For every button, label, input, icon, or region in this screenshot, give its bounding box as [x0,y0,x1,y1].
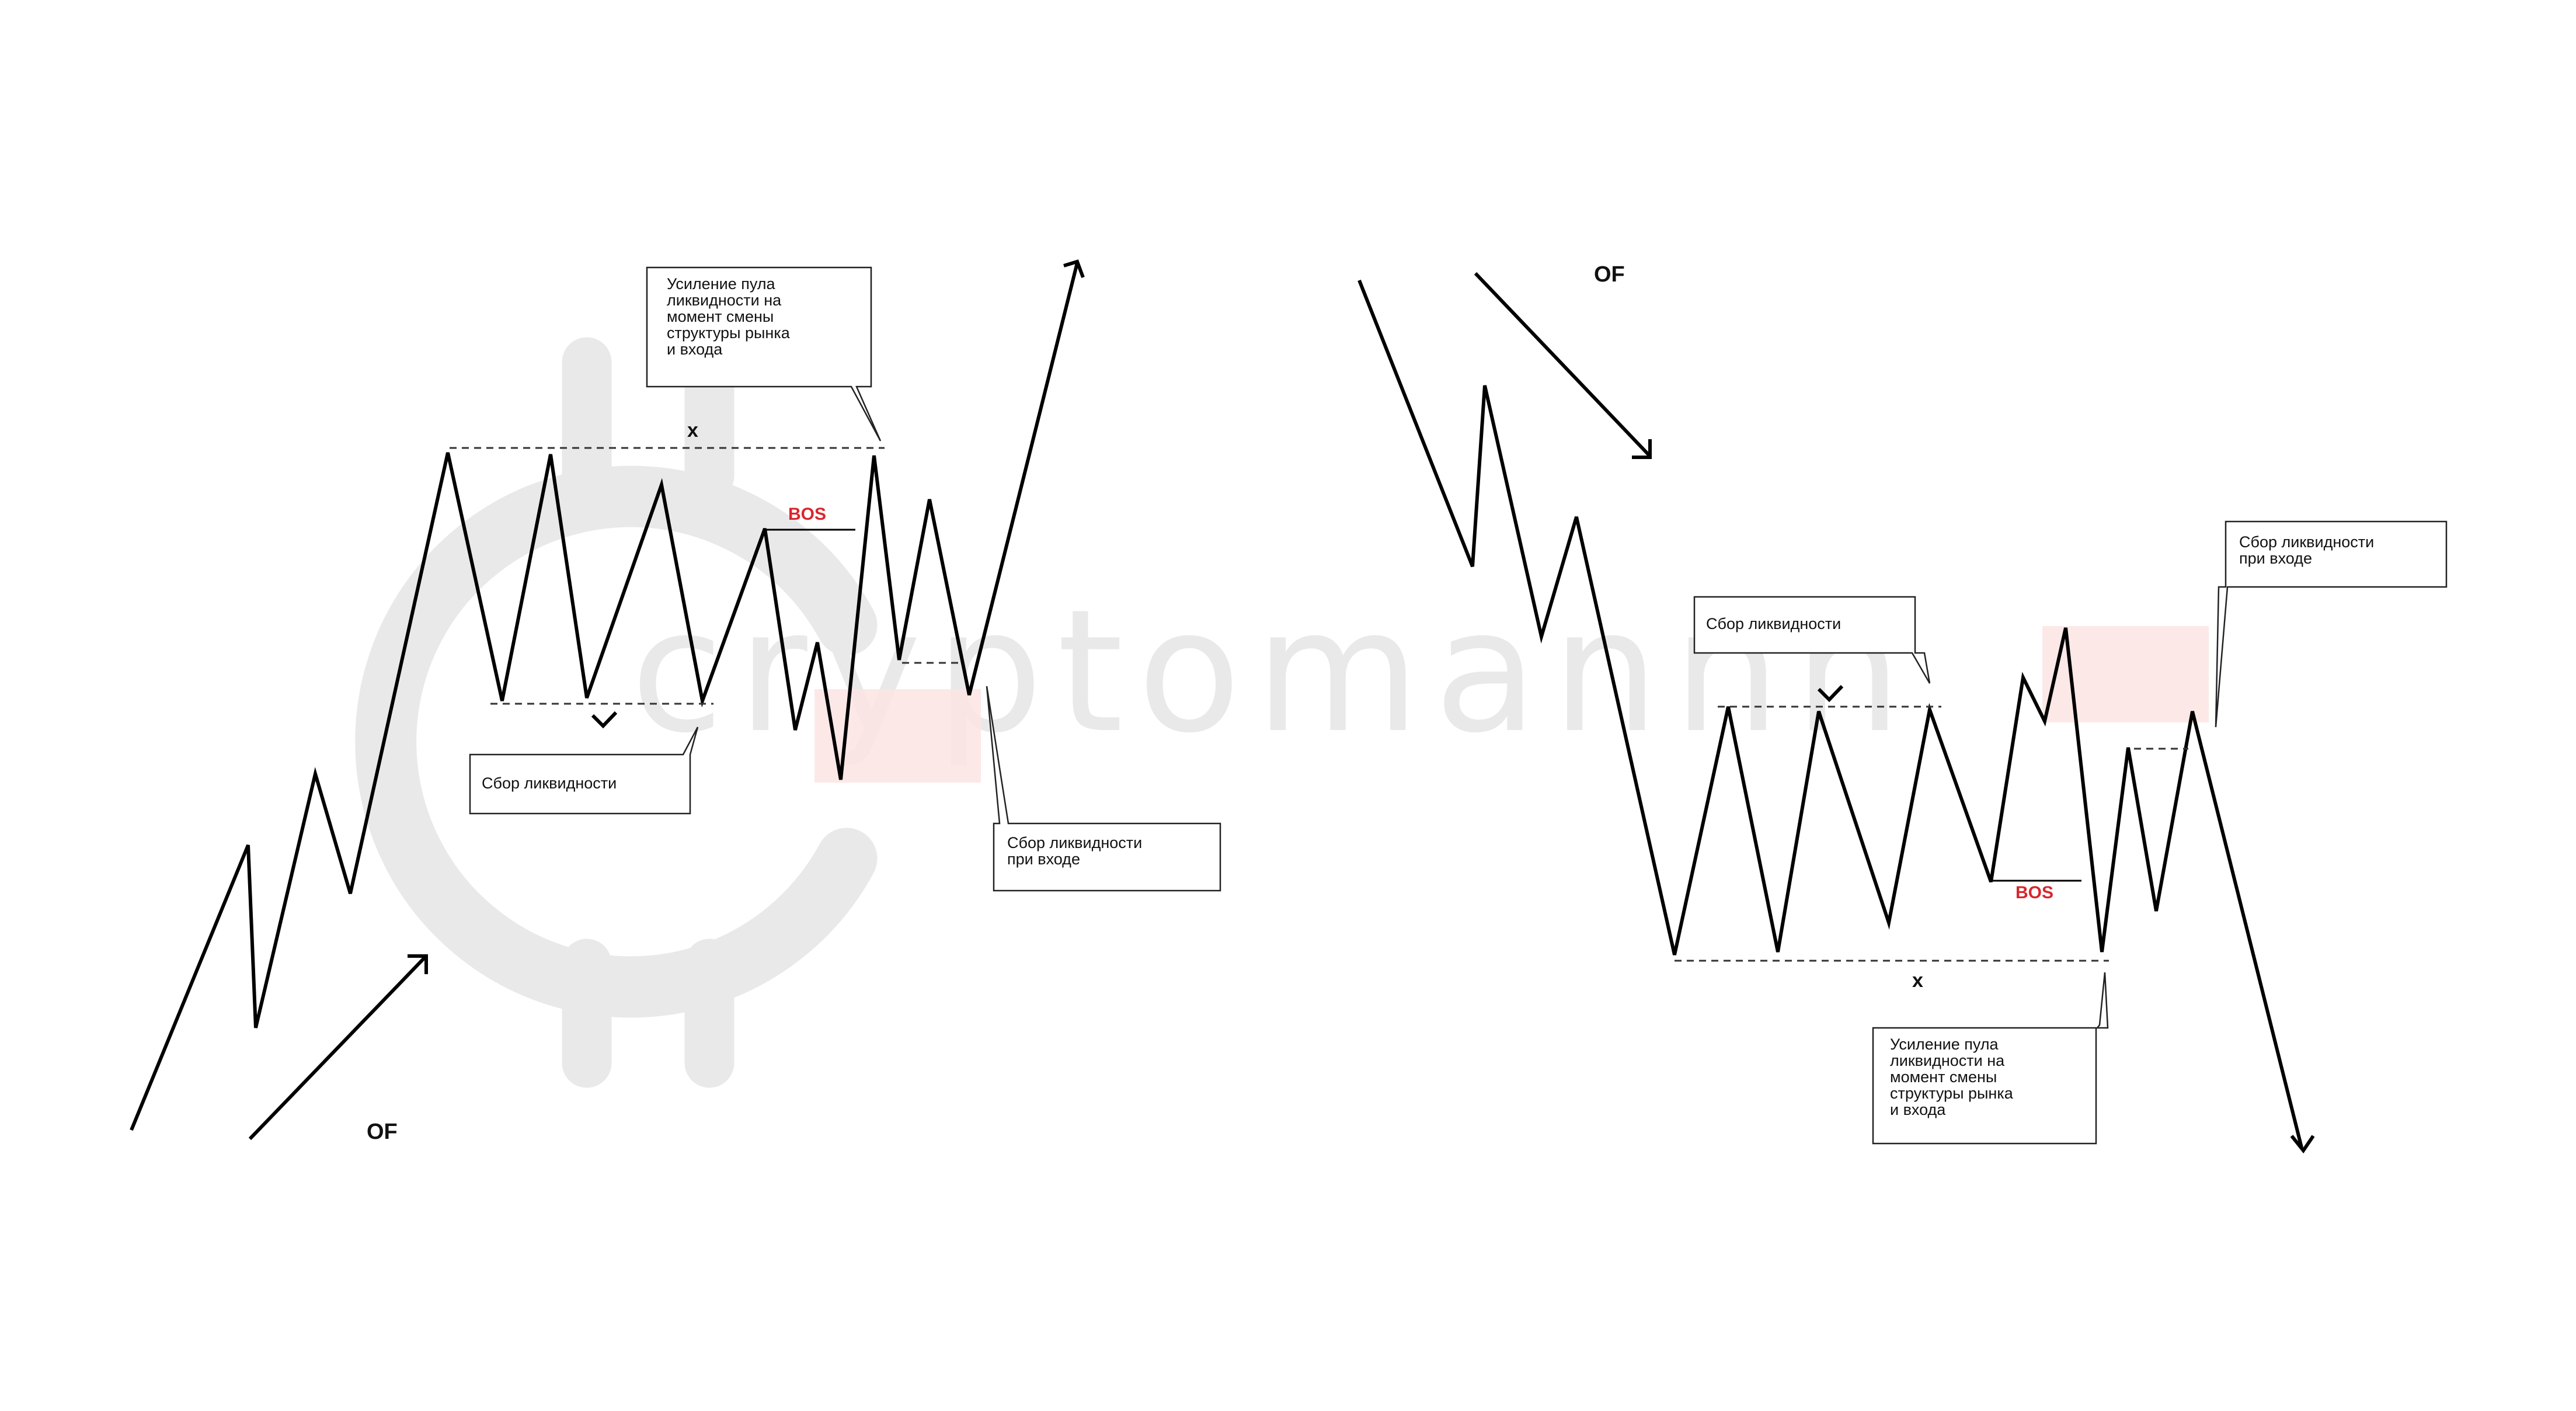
right-callout-entry-line-2: при входе [2239,550,2312,567]
right-x-label: x [1912,969,1923,992]
watermark-c-ring [355,465,878,1018]
left-callout-top-line-4: структуры рынка [667,324,791,342]
right-callout-bottom-line-1: Усиление пула [1890,1035,1999,1053]
right-of-arrow [1474,272,1651,457]
left-callout-liquidity: Сбор ликвидности [469,727,699,815]
left-callout-entry-line-1: Сбор ликвидности [1007,834,1142,852]
right-callout-entry: Сбор ликвидности при входе [2215,520,2448,728]
svg-text:Сбор ликвидности при в: Сбор ликвидности при входе [1007,834,1147,868]
left-x-label: x [687,419,698,442]
left-price-path [130,262,1079,1131]
right-callout-bottom-line-5: и входа [1890,1101,1946,1118]
left-of-arrow-head [408,954,428,974]
right-callout-bottom: Усиление пула ликвидности на момент смен… [1872,972,2109,1145]
right-callout-liquidity-text: Сбор ликвидности [1706,615,1841,632]
right-of-label: OF [1594,262,1625,287]
left-up-arrow-head [1063,259,1085,279]
right-checkmark-icon [1817,684,1844,703]
left-of-label: OF [367,1120,398,1144]
svg-text:Усиление пула ликвидно: Усиление пула ликвидности на момент смен… [667,275,794,358]
left-callout-liquidity-text: Сбор ликвидности [482,774,617,792]
right-callout-liquidity: Сбор ликвидности [1693,596,1931,684]
left-callout-top-line-5: и входа [667,340,723,358]
right-callout-entry-line-1: Сбор ликвидности [2239,533,2374,551]
left-callout-entry-line-2: при входе [1007,850,1080,868]
left-bos-label: BOS [788,505,826,524]
left-of-arrow [248,956,426,1141]
left-callout-top-line-2: ликвидности на [667,291,782,309]
left-callout-top: Усиление пула ликвидности на момент смен… [646,266,882,442]
left-callout-entry: Сбор ликвидности при входе [986,686,1221,892]
svg-text:Сбор ликвидности при в: Сбор ликвидности при входе [2239,533,2379,567]
right-bos-label: BOS [2015,883,2053,902]
right-callout-bottom-line-4: структуры рынка [1890,1085,2014,1102]
right-down-arrow-head [2290,1135,2315,1154]
svg-text:Усиление пула ликвидно: Усиление пула ликвидности на момент смен… [1890,1035,2017,1118]
left-callout-top-line-3: момент смены [667,308,774,325]
left-callout-top-line-1: Усиление пула [667,275,775,293]
right-price-path [1357,279,2303,1148]
right-callout-bottom-line-3: момент смены [1890,1068,1997,1086]
right-diagram: OF x BOS Сбор ликвидности Сбор ликвиднос… [1357,262,2448,1154]
left-diagram: OF x BOS Усиление пула ликвидности на мо… [130,259,1221,1144]
right-callout-bottom-line-2: ликвидности на [1890,1052,2005,1069]
right-of-arrow-head [1632,439,1652,459]
left-checkmark-icon [591,711,618,729]
